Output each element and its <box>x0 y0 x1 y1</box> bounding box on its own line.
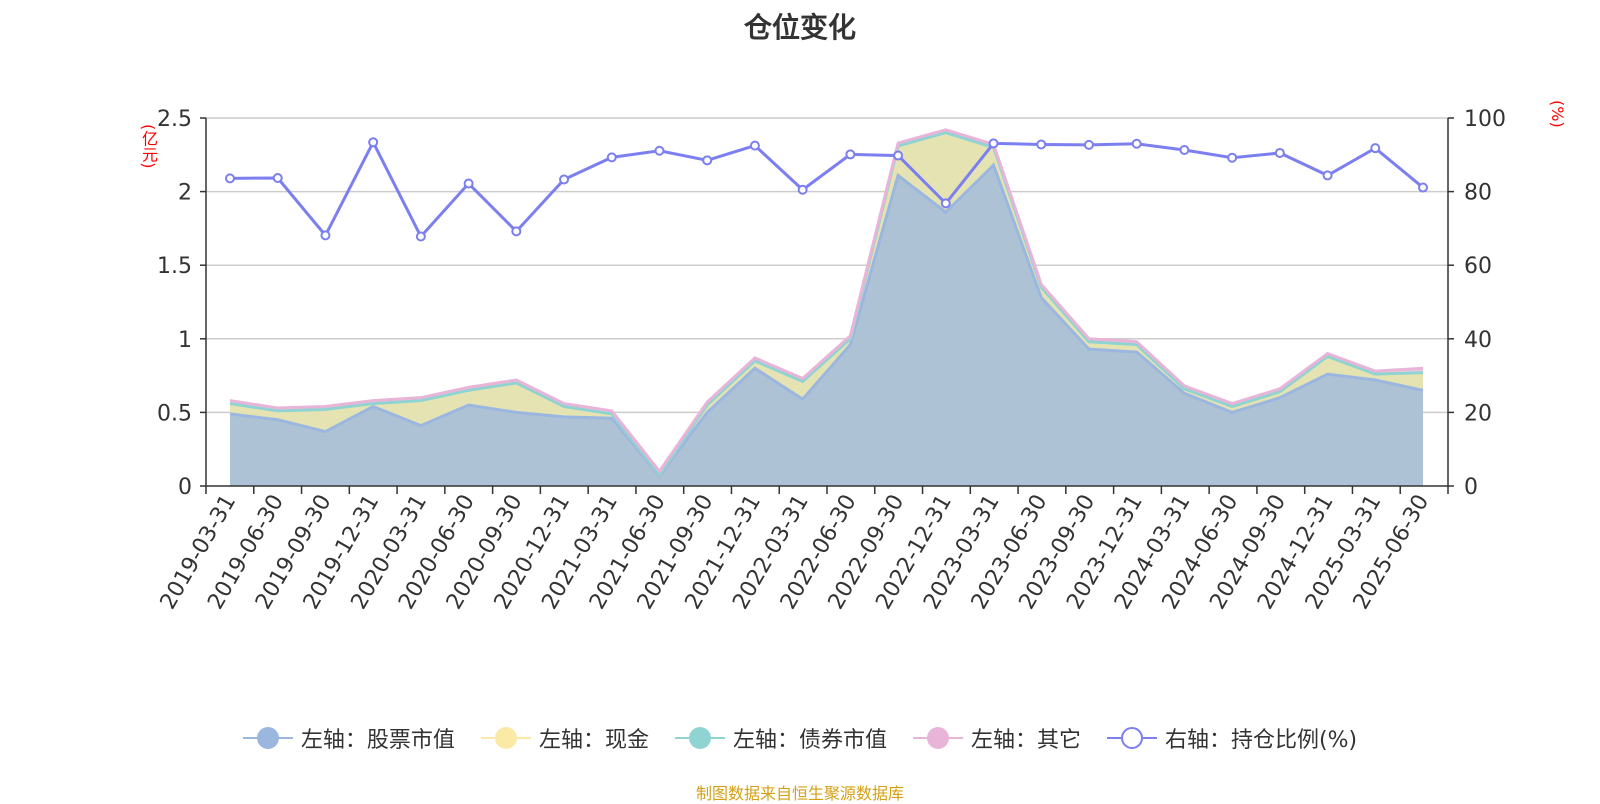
legend-label: 左轴：其它 <box>970 728 1081 753</box>
area-line-3 <box>229 128 1424 474</box>
position-ratio-point <box>749 140 760 151</box>
position-ratio-point <box>797 184 808 195</box>
position-ratio-point <box>1274 147 1285 158</box>
position-ratio-point <box>654 145 665 156</box>
area-line-0 <box>229 162 1424 479</box>
right-axis-tick-label: 0 <box>1464 475 1478 500</box>
position-ratio-point <box>702 155 713 166</box>
position-ratio-point <box>1227 152 1238 163</box>
position-ratio-point <box>463 178 474 189</box>
position-ratio-point <box>1179 145 1190 156</box>
area-line-2 <box>229 131 1424 477</box>
legend-item-bond[interactable]: 左轴：债券市值 <box>674 722 887 754</box>
left-axis-tick-label: 2.5 <box>157 107 192 132</box>
legend-item-stock[interactable]: 左轴：股票市值 <box>242 722 455 754</box>
source-note: 制图数据来自恒生聚源数据库 <box>695 784 904 803</box>
position-ratio-point <box>1322 170 1333 181</box>
left-axis-tick-label: 1 <box>178 328 192 353</box>
area-0 <box>230 165 1423 486</box>
left-axis-tick-label: 2 <box>178 181 192 206</box>
left-axis-tick-label: 0 <box>178 475 192 500</box>
position-ratio-point <box>988 138 999 149</box>
legend-item-cash[interactable]: 左轴：现金 <box>480 722 649 754</box>
legend-label: 右轴：持仓比例(%) <box>1164 728 1358 753</box>
position-ratio-point <box>893 150 904 161</box>
position-ratio-point <box>320 230 331 241</box>
left-axis-tick-label: 1.5 <box>157 254 192 279</box>
position-ratio-point <box>845 149 856 160</box>
legend-item-other[interactable]: 左轴：其它 <box>912 722 1081 754</box>
legend-circle-icon <box>912 723 963 753</box>
right-axis-tick-label: 60 <box>1464 254 1492 279</box>
right-axis-tick-label: 40 <box>1464 328 1492 353</box>
position-ratio-point <box>368 137 379 148</box>
left-axis-tick-label: 0.5 <box>157 401 192 426</box>
legend: 左轴：股票市值 左轴：现金 左轴：债券市值 左轴：其它 右轴：持仓比例(%) <box>0 722 1600 754</box>
position-ratio-point <box>1131 138 1142 149</box>
position-ratio-point <box>415 231 426 242</box>
position-ratio-point <box>606 152 617 163</box>
legend-circle-icon <box>674 723 725 753</box>
position-ratio-point <box>511 226 522 237</box>
legend-circle-icon <box>242 723 293 753</box>
position-ratio-point <box>225 173 235 184</box>
legend-item-position-ratio[interactable]: 右轴：持仓比例(%) <box>1106 722 1358 754</box>
legend-label: 左轴：债券市值 <box>732 728 887 753</box>
left-axis-unit: (亿元) <box>139 124 158 169</box>
right-axis-unit: (%) <box>1548 100 1567 128</box>
position-ratio-point <box>940 198 951 209</box>
right-axis-tick-label: 20 <box>1464 401 1492 426</box>
position-ratio-line <box>229 138 1424 240</box>
position-ratio-point <box>1418 182 1428 193</box>
position-ratio-point <box>1036 139 1047 150</box>
position-ratio-point <box>1370 143 1381 154</box>
legend-label: 左轴：现金 <box>538 728 649 753</box>
right-axis-tick-label: 100 <box>1464 107 1506 132</box>
legend-label: 左轴：股票市值 <box>300 728 455 753</box>
position-ratio-point <box>1083 139 1094 150</box>
position-ratio-point <box>559 174 570 185</box>
position-ratio-point <box>272 172 283 183</box>
right-axis-tick-label: 80 <box>1464 181 1492 206</box>
legend-hollow-circle-icon <box>1106 723 1157 753</box>
legend-circle-icon <box>480 723 531 753</box>
chart-title: 仓位变化 <box>743 11 856 44</box>
